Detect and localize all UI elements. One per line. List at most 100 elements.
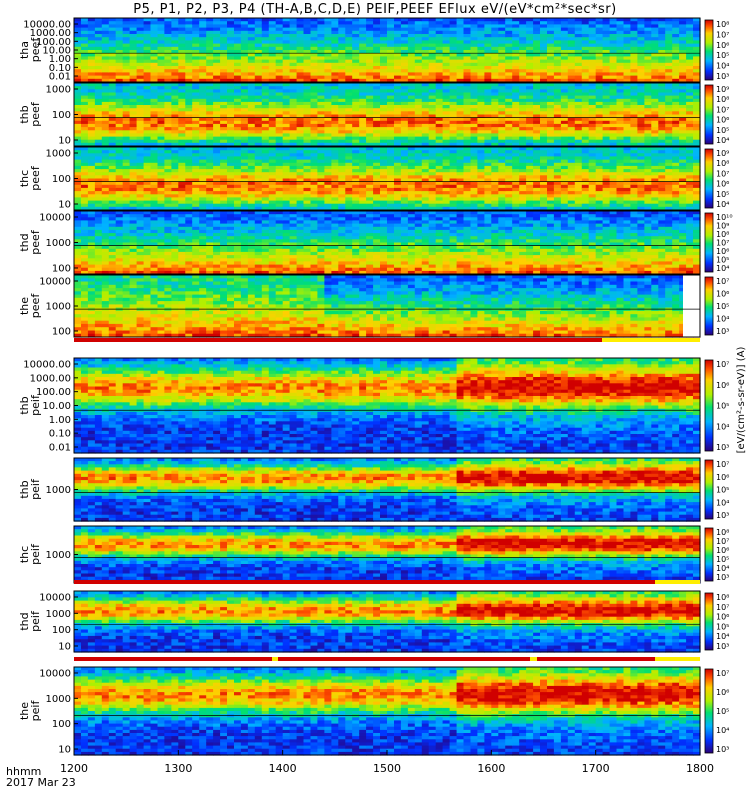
cell — [679, 40, 687, 45]
cell — [407, 98, 416, 103]
cell — [651, 86, 659, 90]
cell — [282, 66, 291, 70]
cell — [574, 89, 583, 94]
cell — [150, 194, 159, 199]
cell — [560, 105, 569, 109]
cell — [547, 21, 555, 25]
cell — [317, 62, 325, 67]
cell — [394, 95, 402, 100]
cell — [338, 142, 346, 147]
cell — [324, 37, 332, 41]
cell — [560, 120, 569, 125]
cell — [679, 21, 687, 25]
cell — [234, 108, 242, 112]
cell — [192, 101, 200, 106]
cell — [122, 184, 131, 189]
cell — [428, 43, 437, 48]
cell — [679, 111, 687, 116]
cell — [101, 191, 110, 195]
cell — [686, 86, 694, 90]
cell — [178, 86, 186, 90]
cell — [81, 53, 89, 57]
cell — [129, 72, 138, 77]
cell — [574, 34, 583, 38]
cell — [421, 18, 430, 22]
cell — [679, 92, 687, 97]
cell — [101, 37, 110, 41]
cell — [359, 34, 367, 38]
cell — [157, 203, 166, 208]
cell — [81, 203, 89, 208]
cell — [686, 136, 694, 141]
cell — [373, 142, 381, 147]
cell — [247, 123, 256, 128]
cell — [456, 78, 465, 83]
cell — [588, 127, 597, 131]
cell — [324, 86, 332, 90]
cell — [672, 30, 680, 35]
cell — [310, 69, 319, 73]
cell — [435, 108, 444, 112]
cell — [74, 101, 82, 106]
cell — [352, 72, 360, 77]
cell — [275, 56, 284, 61]
cell — [282, 43, 291, 48]
cell — [505, 50, 513, 54]
cell — [157, 136, 166, 141]
cell — [268, 105, 277, 109]
cell — [199, 56, 207, 61]
cell — [470, 21, 479, 25]
cell — [686, 18, 694, 22]
cell — [463, 101, 472, 106]
cell — [261, 89, 270, 94]
cell — [213, 56, 221, 61]
cell — [108, 178, 117, 183]
cell — [289, 50, 298, 54]
cell — [115, 162, 124, 167]
cell — [616, 69, 625, 73]
cell — [407, 34, 416, 38]
cell — [470, 123, 479, 128]
cell — [101, 162, 110, 167]
cell — [331, 34, 339, 38]
cell — [164, 127, 172, 131]
cell — [108, 37, 117, 41]
cell — [359, 111, 367, 116]
cell — [470, 95, 479, 100]
cell — [206, 69, 214, 73]
cell — [310, 59, 319, 64]
cell — [553, 53, 562, 57]
cell — [588, 62, 597, 67]
cell — [94, 34, 103, 38]
cell — [101, 72, 110, 77]
cell — [512, 127, 520, 131]
cell — [87, 156, 96, 161]
cell — [588, 95, 597, 100]
cell — [380, 86, 388, 90]
cell — [595, 46, 604, 51]
cell — [199, 30, 207, 35]
cell — [115, 83, 124, 87]
cell — [227, 27, 235, 32]
cell — [421, 86, 430, 90]
cell — [310, 66, 319, 70]
cell — [616, 27, 625, 32]
cell — [164, 105, 172, 109]
cell — [206, 50, 214, 54]
cell — [150, 139, 159, 144]
cell — [421, 37, 430, 41]
cell — [484, 136, 492, 141]
cell — [387, 123, 395, 128]
cell — [456, 40, 465, 45]
cell — [136, 37, 145, 41]
cell — [94, 142, 103, 147]
cell — [81, 24, 89, 29]
cell — [435, 142, 444, 147]
cell — [234, 53, 242, 57]
cell — [665, 114, 673, 119]
cell — [213, 89, 221, 94]
cell — [331, 18, 339, 22]
cell — [129, 191, 138, 195]
cell — [637, 24, 645, 29]
